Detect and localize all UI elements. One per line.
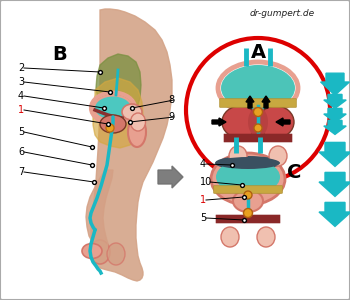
- Text: 5: 5: [18, 127, 24, 137]
- Text: C: C: [287, 164, 301, 182]
- Ellipse shape: [82, 244, 102, 259]
- Polygon shape: [321, 73, 349, 95]
- Text: 1: 1: [18, 105, 24, 115]
- Text: 1: 1: [200, 195, 206, 205]
- Ellipse shape: [100, 115, 126, 133]
- Circle shape: [244, 208, 252, 217]
- Polygon shape: [276, 118, 290, 126]
- Text: B: B: [52, 45, 67, 64]
- Ellipse shape: [222, 106, 258, 138]
- Polygon shape: [246, 96, 254, 108]
- Ellipse shape: [229, 146, 247, 166]
- Polygon shape: [93, 78, 143, 148]
- Ellipse shape: [90, 240, 110, 264]
- Polygon shape: [319, 202, 350, 226]
- Polygon shape: [212, 118, 226, 126]
- Text: 7: 7: [18, 167, 24, 177]
- Ellipse shape: [221, 65, 295, 111]
- Text: 4: 4: [200, 159, 206, 169]
- Ellipse shape: [216, 157, 280, 169]
- Circle shape: [106, 124, 114, 132]
- Ellipse shape: [248, 107, 268, 137]
- Text: 5: 5: [200, 213, 206, 223]
- Ellipse shape: [216, 159, 280, 195]
- Text: 2: 2: [18, 63, 24, 73]
- Polygon shape: [324, 120, 346, 134]
- Ellipse shape: [257, 227, 275, 247]
- FancyBboxPatch shape: [224, 134, 292, 142]
- Circle shape: [254, 124, 262, 132]
- Polygon shape: [324, 108, 346, 122]
- Ellipse shape: [269, 146, 287, 166]
- Ellipse shape: [107, 243, 125, 265]
- Text: 8: 8: [168, 95, 174, 105]
- Text: 4: 4: [18, 91, 24, 101]
- Polygon shape: [158, 166, 183, 188]
- Text: 3: 3: [18, 77, 24, 87]
- Polygon shape: [91, 9, 172, 281]
- Text: 6: 6: [18, 147, 24, 157]
- Ellipse shape: [258, 106, 294, 138]
- Text: A: A: [251, 43, 266, 61]
- Circle shape: [244, 191, 252, 199]
- Ellipse shape: [122, 104, 142, 120]
- Ellipse shape: [211, 153, 285, 205]
- FancyBboxPatch shape: [216, 215, 280, 223]
- Polygon shape: [319, 172, 350, 197]
- Ellipse shape: [131, 113, 146, 131]
- Circle shape: [253, 107, 262, 116]
- FancyBboxPatch shape: [220, 99, 296, 107]
- Polygon shape: [319, 142, 350, 167]
- Text: dr-gumpert.de: dr-gumpert.de: [250, 8, 315, 17]
- Polygon shape: [262, 96, 270, 108]
- Polygon shape: [324, 94, 346, 108]
- Ellipse shape: [215, 156, 281, 170]
- Ellipse shape: [94, 95, 132, 121]
- Ellipse shape: [128, 117, 146, 147]
- Text: 10: 10: [200, 177, 212, 187]
- Polygon shape: [86, 170, 113, 250]
- Polygon shape: [96, 54, 141, 118]
- Ellipse shape: [233, 190, 263, 212]
- Text: 9: 9: [168, 112, 174, 122]
- FancyBboxPatch shape: [214, 186, 282, 193]
- Circle shape: [186, 38, 330, 182]
- Ellipse shape: [221, 227, 239, 247]
